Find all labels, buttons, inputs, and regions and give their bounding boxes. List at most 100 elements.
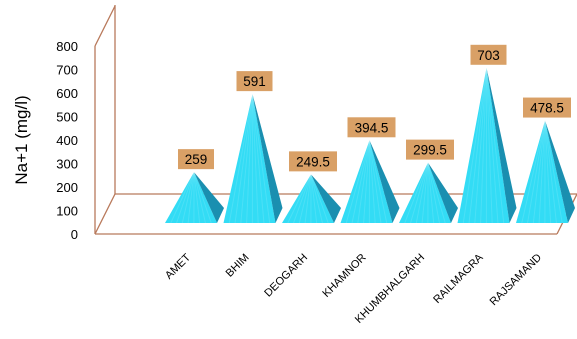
pyramid-rib <box>521 120 546 224</box>
pyramid-rib <box>538 120 546 224</box>
y-tick-label: 800 <box>56 39 78 54</box>
pyramid-rib <box>193 172 206 224</box>
pyramid-rib <box>252 94 271 224</box>
pyramid-rib <box>486 67 505 224</box>
pyramid-rib <box>298 174 312 224</box>
pyramid-rib <box>304 174 312 224</box>
pyramid-rib <box>193 172 201 224</box>
y-axis-title: Na+1 (mg/l) <box>12 95 31 184</box>
pyramid-rib <box>187 172 195 224</box>
x-tick-label-railmagra: RAILMAGRA <box>431 251 486 306</box>
pyramid-rib <box>234 94 253 224</box>
pyramid-front-face <box>516 120 568 223</box>
pyramid-bar-khumbhalgarh <box>399 162 458 224</box>
pyramid-rib <box>427 162 446 224</box>
pyramid-bar-khamnor <box>340 140 400 224</box>
pyramid-rib <box>544 120 552 224</box>
y-tick-label: 0 <box>71 227 78 242</box>
pyramid-rib <box>246 94 253 224</box>
pyramid-rib <box>293 174 312 224</box>
pyramid-bar-amet <box>165 171 224 224</box>
data-label-box <box>347 117 396 138</box>
data-label-box <box>406 139 454 160</box>
pyramid-rib <box>486 67 499 224</box>
data-label-rajsamand: 478.5 <box>523 97 571 118</box>
pyramid-front-face <box>399 162 451 223</box>
pyramid-side-face <box>545 120 575 223</box>
pyramid-rib <box>369 140 382 224</box>
data-label-amet: 259 <box>178 149 214 170</box>
pyramid-rib <box>310 174 323 224</box>
data-label-box <box>523 97 571 118</box>
pyramid-rib <box>486 67 493 224</box>
data-label-box <box>470 44 507 65</box>
wall-top-edge <box>94 5 116 47</box>
pyramid-rib <box>404 162 429 224</box>
floor-left-edge <box>94 193 116 235</box>
y-tick-label: 700 <box>56 63 78 78</box>
pyramid-rib <box>287 174 312 224</box>
data-label-text: 249.5 <box>296 154 330 169</box>
y-tick-label: 400 <box>56 133 78 148</box>
pyramid-rib <box>532 120 546 224</box>
pyramid-rib <box>427 162 435 224</box>
pyramid-rib <box>415 162 429 224</box>
data-label-railmagra: 703 <box>470 44 507 65</box>
x-tick-label-rajsamand: RAJSAMAND <box>488 252 544 308</box>
pyramid-front-face <box>457 67 510 223</box>
pyramid-bar-bhim <box>223 94 283 224</box>
data-labels: 259 591 249.5 394.5 299.5 703 478.5 <box>178 44 571 172</box>
pyramid-side-face <box>252 94 283 224</box>
pyramid-rib <box>240 94 253 224</box>
pyramid-rib <box>176 171 195 224</box>
pyramid-rib <box>544 120 557 224</box>
pyramid-front-face <box>223 94 276 224</box>
y-tick-label: 300 <box>56 157 78 172</box>
y-tick-label: 600 <box>56 86 78 101</box>
pyramid-rib <box>427 162 440 224</box>
pyramid-rib <box>474 67 487 224</box>
data-label-text: 703 <box>477 48 500 63</box>
x-tick-label-deogarh: DEOGARH <box>262 252 310 300</box>
pyramid-rib <box>369 140 388 224</box>
data-label-text: 299.5 <box>413 143 447 158</box>
pyramid-rib <box>170 171 195 224</box>
data-label-text: 591 <box>243 74 266 89</box>
bars <box>165 67 575 224</box>
pyramid-rib <box>544 120 563 224</box>
pyramid-side-face <box>369 140 400 223</box>
pyramid-rib <box>310 174 329 224</box>
pyramid-rib <box>252 94 265 224</box>
pyramid-rib <box>181 172 195 224</box>
pyramid-rib <box>252 94 259 224</box>
pyramid-rib <box>310 174 318 224</box>
pyramid-front-face <box>282 174 334 223</box>
pyramid-bar-rajsamand <box>516 120 575 224</box>
pyramid-rib <box>193 171 212 224</box>
pyramid-rib <box>462 67 487 224</box>
y-tick-label: 100 <box>56 204 78 219</box>
data-label-bhim: 591 <box>236 71 273 92</box>
pyramid-side-face <box>194 172 224 223</box>
pyramid-rib <box>357 140 370 224</box>
pyramid-front-face <box>165 172 217 223</box>
pyramid-rib <box>345 140 370 224</box>
pyramid-rib <box>480 67 487 224</box>
data-label-khumbhalgarh: 299.5 <box>406 139 454 160</box>
pyramid-rib <box>527 120 546 224</box>
pyramid-front-face <box>340 140 393 223</box>
y-tick-label: 200 <box>56 180 78 195</box>
pyramid-bar-deogarh <box>282 174 341 224</box>
x-tick-label-khamnor: KHAMNOR <box>320 252 368 300</box>
data-label-khamnor: 394.5 <box>347 117 396 138</box>
pyramid-side-face <box>311 174 341 223</box>
pyramid-rib <box>468 67 487 224</box>
pyramid-rib <box>410 162 429 224</box>
pyramid-rib <box>369 140 376 224</box>
pyramid-rib <box>421 162 429 224</box>
y-axis: 0 100 200 300 400 500 600 700 800 <box>56 39 78 242</box>
y-tick-label: 500 <box>56 110 78 125</box>
data-label-text: 394.5 <box>355 120 389 135</box>
data-label-text: 478.5 <box>530 101 564 116</box>
